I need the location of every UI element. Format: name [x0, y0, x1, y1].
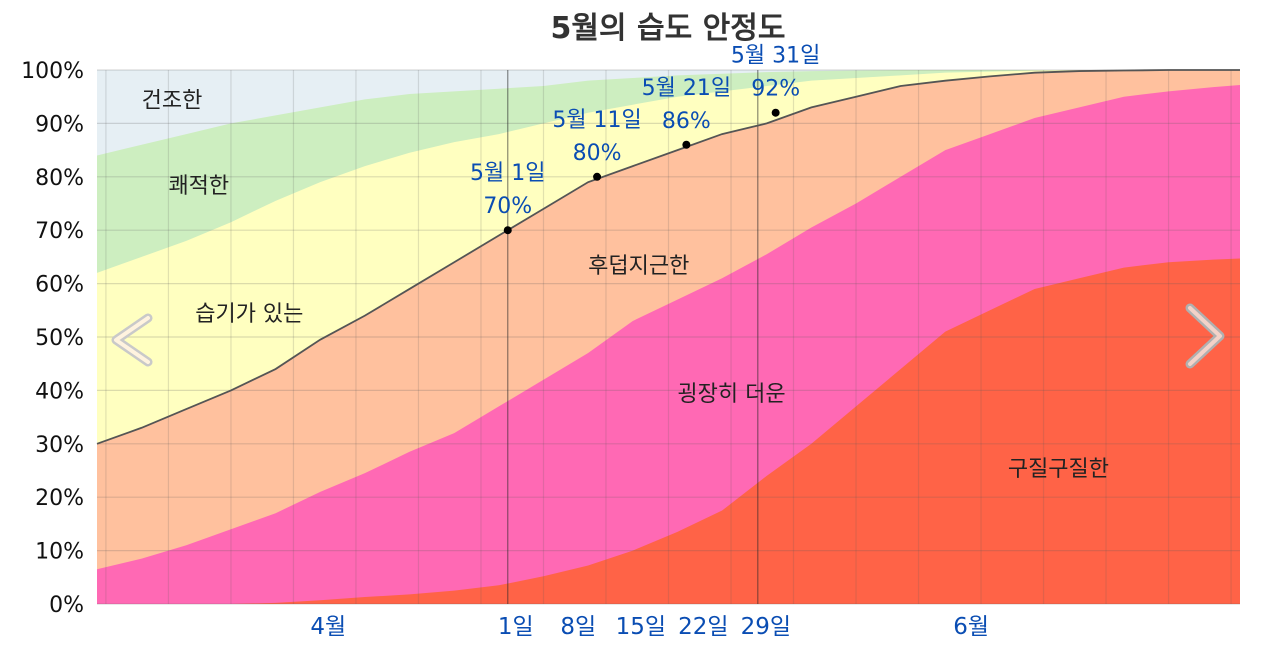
band-label: 구질구질한: [1008, 457, 1109, 482]
band-label: 습기가 있는: [195, 302, 303, 327]
annotation-value: 92%: [751, 77, 800, 102]
area-bands: [97, 70, 1240, 604]
x-tick-label: 4월: [310, 614, 346, 640]
y-tick-label: 50%: [35, 326, 84, 351]
y-tick-label: 100%: [21, 59, 84, 84]
annotation-value: 80%: [573, 141, 622, 166]
band-1: [97, 258, 1240, 604]
annotation-point: [771, 108, 780, 117]
y-tick-label: 90%: [35, 112, 84, 137]
annotation-value: 86%: [662, 109, 711, 134]
band-label: 후덥지근한: [588, 254, 689, 279]
comfort-boundary-line: [96, 69, 1240, 445]
x-tick-label: 6월: [953, 614, 989, 640]
annotations: 5월 1일 70% 5월 11일 80% 5월 21일 86% 5월 31일 92%: [470, 44, 820, 235]
y-tick-label: 80%: [35, 166, 84, 191]
band-label: 건조한: [142, 88, 203, 113]
x-tick-label: 29일: [741, 614, 791, 640]
y-tick-label: 40%: [35, 379, 84, 404]
x-axis-ticks: 4월 1일 8일 15일 22일 29일 6월: [310, 614, 989, 640]
annotation-date: 5월 11일: [552, 108, 641, 133]
y-tick-label: 70%: [35, 219, 84, 244]
x-tick-label: 1일: [498, 614, 534, 640]
prev-button[interactable]: [100, 300, 160, 380]
annotation-point: [682, 140, 691, 149]
y-tick-label: 0%: [49, 593, 84, 618]
band-label: 쾌적한: [168, 174, 229, 199]
x-tick-label: 15일: [616, 614, 666, 640]
y-tick-label: 30%: [35, 433, 84, 458]
boundary-line: [96, 69, 1240, 445]
annotation-date: 5월 21일: [642, 76, 731, 101]
y-tick-label: 60%: [35, 273, 84, 298]
y-tick-label: 10%: [35, 540, 84, 565]
grid-lines: [97, 69, 1240, 605]
annotation-point: [503, 226, 512, 235]
band-label: 굉장히 더운: [677, 382, 785, 407]
x-tick-label: 8일: [560, 614, 596, 640]
annotation-date: 5월 1일: [470, 161, 545, 186]
annotation-point: [593, 172, 602, 181]
y-axis-ticks: 0% 10% 20% 30% 40% 50% 60% 70% 80% 90% 100%: [21, 59, 84, 618]
next-button[interactable]: [1175, 295, 1235, 380]
y-tick-label: 20%: [35, 486, 84, 511]
annotation-date: 5월 31일: [731, 44, 820, 69]
annotation-value: 70%: [483, 194, 532, 219]
chart-title: 5월의 습도 안정도: [551, 11, 786, 46]
x-tick-label: 22일: [678, 614, 728, 640]
